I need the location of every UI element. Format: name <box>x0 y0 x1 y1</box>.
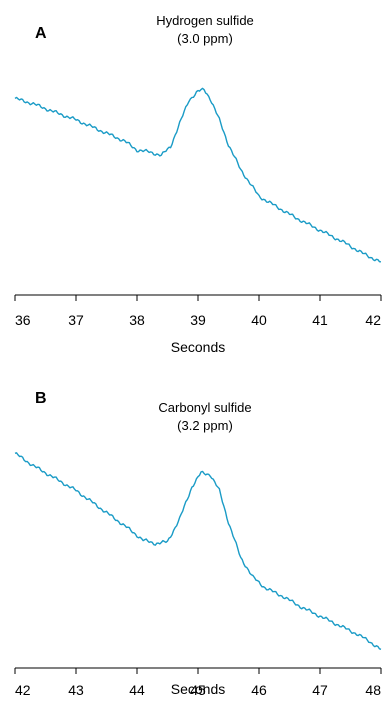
panel-a-peak-amount: (3.0 ppm) <box>177 31 233 46</box>
panel-b-x-axis-title: Seconds <box>171 681 225 697</box>
panel-b: B Carbonyl sulfide (3.2 ppm) 42 43 44 45 46 4… <box>14 390 382 698</box>
panel-b-x-tick-label: 48 <box>365 682 381 698</box>
panel-a-x-tick-label: 36 <box>15 312 31 328</box>
panel-a-x-axis-title: Seconds <box>171 339 225 355</box>
panel-a-x-tick-label: 41 <box>312 312 328 328</box>
panel-b-peak-name: Carbonyl sulfide <box>158 400 251 415</box>
panel-b-x-tick-label: 43 <box>68 682 84 698</box>
panel-b-series-line <box>14 452 382 650</box>
panel-b-x-tick-label: 45 <box>190 682 206 698</box>
panel-b-peak-amount: (3.2 ppm) <box>177 418 233 433</box>
panel-a: A Hydrogen sulfide (3.0 ppm) 36 37 38 39 40 4… <box>14 13 382 355</box>
panel-b-x-tick-label: 46 <box>251 682 267 698</box>
panel-a-x-tick-label: 39 <box>190 312 206 328</box>
panel-a-x-tick-label: 42 <box>365 312 381 328</box>
panel-a-peak-name: Hydrogen sulfide <box>156 13 254 28</box>
panel-a-x-tick-label: 38 <box>129 312 145 328</box>
panel-a-x-tick-label: 40 <box>251 312 267 328</box>
panel-b-x-tick-label: 44 <box>129 682 145 698</box>
panel-b-x-tick-label: 47 <box>312 682 328 698</box>
panel-a-x-tick-label: 37 <box>68 312 84 328</box>
panel-a-label: A <box>35 25 47 42</box>
panel-b-x-tick-label: 42 <box>15 682 31 698</box>
panel-a-x-ticks: 36 37 38 39 40 41 42 <box>14 295 382 328</box>
panel-a-series-line <box>14 87 382 263</box>
panel-b-x-ticks: 42 43 44 45 46 47 48 <box>14 668 382 698</box>
panel-b-label: B <box>35 390 47 407</box>
